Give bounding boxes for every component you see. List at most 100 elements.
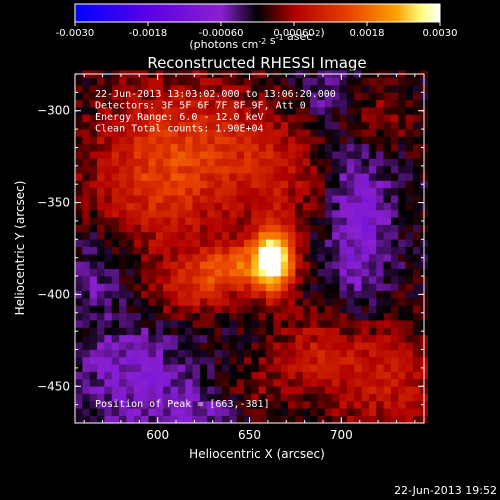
heatmap-cell xyxy=(207,217,215,225)
heatmap-cell xyxy=(273,246,282,255)
heatmap-cell xyxy=(192,408,201,416)
heatmap-cell xyxy=(141,268,149,277)
heatmap-cell xyxy=(163,224,171,233)
heatmap-cell xyxy=(133,261,142,270)
heatmap-cell xyxy=(170,349,179,358)
heatmap-cell xyxy=(148,371,157,380)
heatmap-cell xyxy=(75,180,83,189)
heatmap-cell xyxy=(214,356,223,365)
heatmap-cell xyxy=(346,386,355,394)
heatmap-cell xyxy=(119,209,127,218)
heatmap-cell xyxy=(185,349,193,358)
heatmap-cell xyxy=(310,217,318,225)
heatmap-cell xyxy=(273,77,282,86)
heatmap-cell xyxy=(119,320,127,328)
heatmap-cell xyxy=(302,187,311,196)
heatmap-cell xyxy=(141,386,149,394)
heatmap-cell xyxy=(368,165,377,174)
heatmap-cell xyxy=(339,290,348,299)
heatmap-cell xyxy=(133,349,142,358)
heatmap-cell xyxy=(405,276,414,284)
heatmap-cell xyxy=(354,400,362,409)
heatmap-cell xyxy=(75,85,83,93)
heatmap-cell xyxy=(97,400,105,409)
heatmap-cell xyxy=(354,276,362,284)
heatmap-cell xyxy=(354,231,362,240)
heatmap-cell xyxy=(273,276,282,284)
heatmap-cell xyxy=(111,239,120,247)
heatmap-cell xyxy=(229,202,237,211)
heatmap-cell xyxy=(251,298,259,306)
heatmap-cell xyxy=(412,305,421,314)
heatmap-cell xyxy=(332,85,340,93)
heatmap-cell xyxy=(148,121,157,130)
heatmap-cell xyxy=(236,92,245,101)
heatmap-cell xyxy=(280,268,289,277)
heatmap-cell xyxy=(82,415,90,424)
heatmap-cell xyxy=(111,356,120,365)
heatmap-cell xyxy=(155,224,164,233)
heatmap-cell xyxy=(266,261,274,270)
heatmap-cell xyxy=(97,99,105,108)
heatmap-cell xyxy=(214,114,223,123)
heatmap-cell xyxy=(192,334,201,343)
heatmap-cell xyxy=(332,393,340,402)
heatmap-cell xyxy=(104,386,113,394)
y-tick-label: −450 xyxy=(37,379,70,393)
heatmap-cell xyxy=(229,165,237,174)
heatmap-cell xyxy=(97,305,105,314)
heatmap-cell xyxy=(236,165,245,174)
heatmap-cell xyxy=(199,393,208,402)
heatmap-cell xyxy=(126,195,135,203)
heatmap-cell xyxy=(104,268,113,277)
heatmap-cell xyxy=(332,386,340,394)
heatmap-cell xyxy=(199,356,208,365)
heatmap-cell xyxy=(148,136,157,145)
heatmap-cell xyxy=(295,246,304,255)
heatmap-cell xyxy=(258,187,267,196)
heatmap-cell xyxy=(376,378,384,387)
heatmap-cell xyxy=(221,202,230,211)
heatmap-cell xyxy=(119,129,127,137)
heatmap-cell xyxy=(75,415,83,424)
heatmap-cell xyxy=(317,202,326,211)
heatmap-cell xyxy=(119,290,127,299)
heatmap-cell xyxy=(119,231,127,240)
heatmap-cell xyxy=(207,371,215,380)
heatmap-cell xyxy=(258,400,267,409)
heatmap-cell xyxy=(82,378,90,387)
heatmap-cell xyxy=(346,231,355,240)
heatmap-cell xyxy=(398,364,406,372)
heatmap-cell xyxy=(317,224,326,233)
heatmap-cell xyxy=(192,371,201,380)
heatmap-cell xyxy=(361,276,370,284)
heatmap-cell xyxy=(310,393,318,402)
heatmap-cell xyxy=(75,283,83,292)
heatmap-cell xyxy=(251,342,259,350)
heatmap-cell xyxy=(82,408,90,416)
heatmap-cell xyxy=(302,276,311,284)
heatmap-cell xyxy=(412,320,421,328)
heatmap-cell xyxy=(266,305,274,314)
heatmap-cell xyxy=(82,173,90,181)
heatmap-cell xyxy=(383,276,392,284)
heatmap-cell xyxy=(126,408,135,416)
heatmap-cell xyxy=(141,246,149,255)
heatmap-cell xyxy=(280,158,289,167)
heatmap-cell xyxy=(405,290,414,299)
heatmap-cell xyxy=(221,121,230,130)
heatmap-cell xyxy=(243,327,252,336)
heatmap-cell xyxy=(89,217,98,225)
heatmap-cell xyxy=(82,393,90,402)
heatmap-cell xyxy=(199,312,208,321)
heatmap-cell xyxy=(229,342,237,350)
heatmap-cell xyxy=(155,158,164,167)
heatmap-cell xyxy=(398,268,406,277)
heatmap-cell xyxy=(126,173,135,181)
heatmap-cell xyxy=(111,268,120,277)
heatmap-cell xyxy=(398,254,406,262)
heatmap-cell xyxy=(243,305,252,314)
heatmap-cell xyxy=(199,298,208,306)
heatmap-cell xyxy=(207,320,215,328)
heatmap-cell xyxy=(207,195,215,203)
